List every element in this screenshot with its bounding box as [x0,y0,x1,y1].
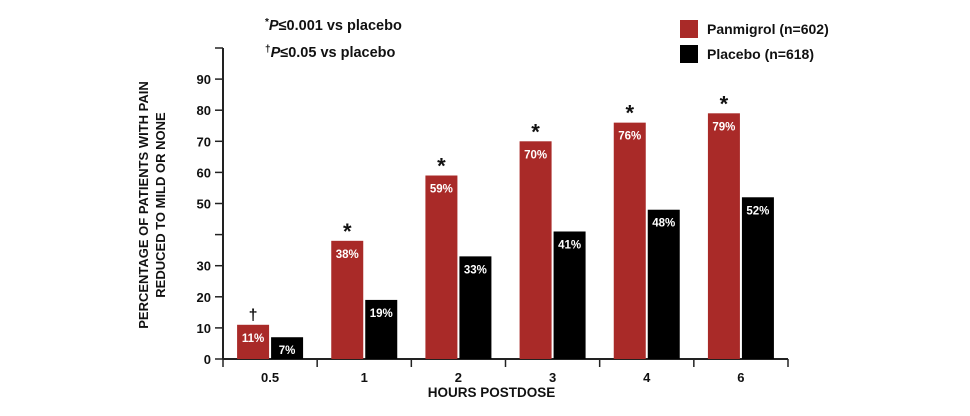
data-label-placebo: 52% [746,205,769,217]
y-tick-label: 20 [197,290,211,305]
significance-marker: * [437,154,446,179]
bar-panmigrol [425,175,458,359]
legend-item-panmigrol: Panmigrol (n=602) [680,20,829,38]
footnote-significance-005: †P≤0.05 vs placebo [265,44,396,61]
y-tick-label: 80 [197,103,211,118]
data-label-panmigrol: 70% [524,149,547,161]
bar-panmigrol [707,113,740,359]
significance-marker: * [531,119,540,144]
x-tick-label: 2 [455,370,462,385]
y-axis-title-line-1: PERCENTAGE OF PATIENTS WITH PAIN [136,81,151,328]
x-tick-label: 4 [643,370,651,385]
bar-placebo [365,299,398,359]
x-tick-label: 6 [737,370,744,385]
significance-marker: † [249,307,258,324]
x-tick-label: 0.5 [261,370,279,385]
data-label-panmigrol: 38% [336,249,359,261]
data-label-placebo: 41% [558,239,581,251]
data-label-placebo: 33% [464,264,487,276]
x-axis-title: HOURS POSTDOSE [428,385,556,400]
significance-marker: * [343,219,352,244]
bar-panmigrol [331,240,364,359]
footnote-significance-001: *P≤0.001 vs placebo [265,17,402,34]
y-axis-title-line-2: REDUCED TO MILD OR NONE [153,112,168,298]
bar-placebo [647,209,680,359]
y-tick-label: 70 [197,134,211,149]
x-tick-label: 3 [549,370,556,385]
data-label-panmigrol: 76% [618,131,641,143]
y-tick-label: 30 [197,259,211,274]
bar-placebo [459,256,492,359]
legend-swatch-panmigrol [680,20,698,38]
x-tick-label: 1 [361,370,368,385]
y-tick-label: 10 [197,321,211,336]
significance-marker: * [625,101,634,126]
data-label-placebo: 7% [279,345,296,357]
legend-label-placebo: Placebo (n=618) [707,46,814,62]
legend-swatch-placebo [680,45,698,63]
bar-panmigrol [237,324,270,359]
data-label-panmigrol: 59% [430,184,453,196]
y-tick-label: 0 [204,352,211,367]
y-tick-label: 60 [197,165,211,180]
bar-panmigrol [613,122,646,359]
y-tick-label: 50 [197,197,211,212]
data-label-placebo: 19% [370,308,393,320]
bar-placebo [741,197,774,359]
data-label-panmigrol: 11% [242,333,264,345]
bar-panmigrol [519,141,552,359]
significance-marker: * [720,91,729,116]
legend-item-placebo: Placebo (n=618) [680,45,814,63]
y-tick-label: 90 [197,72,211,87]
bar-placebo [553,231,586,359]
bar-placebo [271,337,304,359]
data-label-placebo: 48% [652,218,675,230]
data-label-panmigrol: 79% [712,121,735,133]
legend-label-panmigrol: Panmigrol (n=602) [707,21,829,37]
